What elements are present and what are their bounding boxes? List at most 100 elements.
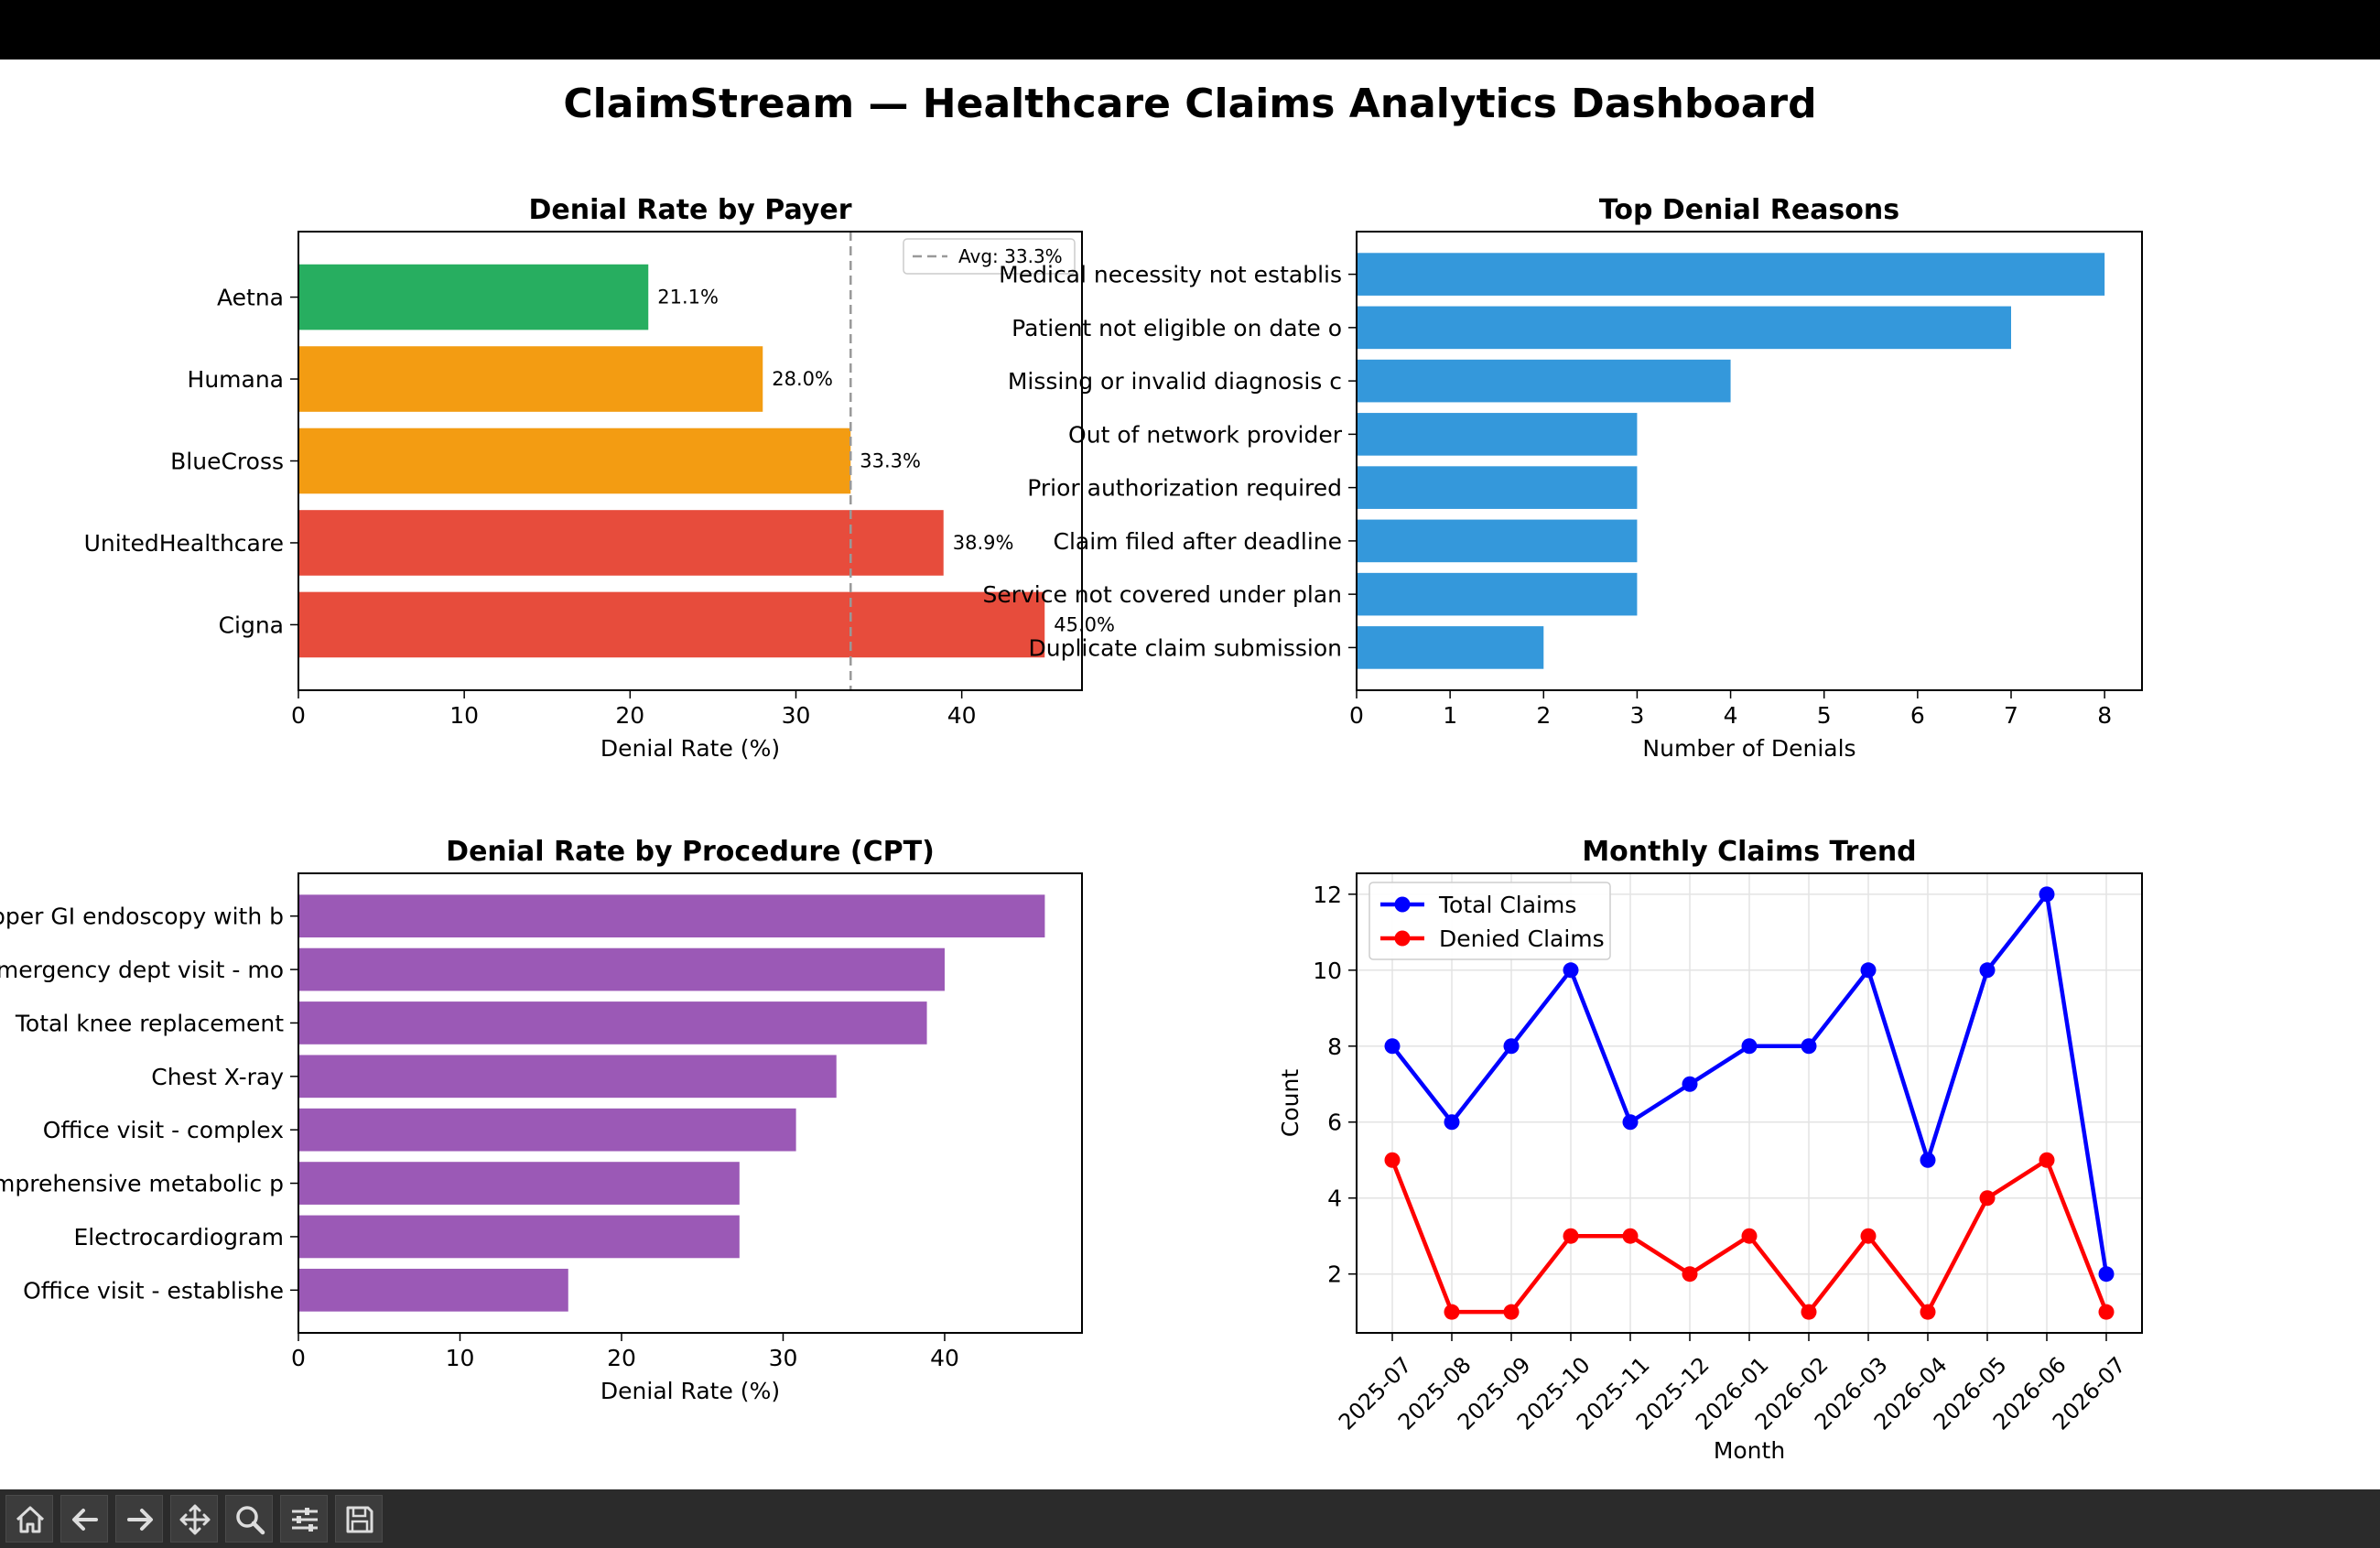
data-point	[1920, 1152, 1936, 1168]
data-point	[1384, 1152, 1401, 1168]
y-tick-label: Upper GI endoscopy with b	[0, 904, 284, 930]
bar	[298, 591, 1045, 658]
configure-subplots-button[interactable]	[280, 1495, 328, 1543]
data-point	[1801, 1038, 1817, 1055]
magnifier-icon	[236, 1506, 265, 1535]
y-tick-label: Chest X-ray	[151, 1064, 284, 1090]
x-tick-label: 4	[1724, 702, 1738, 729]
y-tick-label: Duplicate claim submission	[1029, 634, 1342, 661]
save-button[interactable]	[335, 1495, 383, 1543]
navigation-toolbar	[0, 1489, 2380, 1548]
y-tick-label: 10	[1313, 958, 1342, 984]
y-tick-label: 4	[1327, 1185, 1342, 1212]
data-point	[1444, 1114, 1460, 1131]
data-point	[1979, 962, 1996, 979]
legend-label: Denied Claims	[1439, 926, 1605, 952]
bar	[298, 1055, 837, 1099]
x-tick-label: 0	[291, 702, 306, 729]
x-tick-label: 30	[769, 1345, 798, 1371]
window-top-bar	[0, 0, 2380, 60]
bar	[1357, 572, 1638, 616]
y-tick-label: Office visit - establishe	[23, 1277, 284, 1304]
bar	[298, 1215, 740, 1259]
data-point	[1979, 1190, 1996, 1207]
chart-title: Denial Rate by Payer	[528, 194, 851, 226]
bar	[298, 1001, 927, 1045]
bar	[1357, 466, 1638, 509]
x-axis-label: Month	[1714, 1437, 1785, 1464]
data-point	[1563, 1228, 1579, 1244]
data-label: 45.0%	[1054, 613, 1115, 635]
data-point	[1444, 1304, 1460, 1320]
y-tick-label: Electrocardiogram	[73, 1224, 284, 1250]
x-tick-label: 7	[2004, 702, 2018, 729]
bar	[298, 1268, 568, 1312]
pan-button[interactable]	[170, 1495, 218, 1543]
data-label: 21.1%	[657, 287, 719, 309]
plot-frame	[1356, 231, 2143, 691]
data-label: 33.3%	[860, 450, 921, 472]
y-tick-label: Humana	[188, 366, 284, 393]
x-tick-label: 0	[291, 1345, 306, 1371]
bar	[298, 1162, 740, 1205]
x-tick-label: 5	[1817, 702, 1832, 729]
y-axis-label: Count	[1277, 1069, 1304, 1137]
legend	[903, 238, 1076, 275]
chart-title: Denial Rate by Procedure (CPT)	[446, 836, 935, 868]
x-tick-label: 40	[930, 1345, 959, 1371]
legend	[1368, 882, 1611, 960]
x-axis-label: Denial Rate (%)	[600, 1378, 780, 1404]
bar	[298, 346, 763, 412]
arrow-right-icon	[127, 1509, 153, 1531]
legend-label: Avg: 33.3%	[958, 245, 1063, 267]
x-tick-label: 1	[1443, 702, 1457, 729]
legend-marker	[1394, 930, 1411, 947]
forward-button[interactable]	[115, 1495, 163, 1543]
bar	[1357, 359, 1731, 403]
y-tick-label: Patient not eligible on date o	[1012, 315, 1342, 341]
data-point	[2098, 1304, 2115, 1320]
dashboard-title: ClaimStream — Healthcare Claims Analytic…	[563, 81, 1816, 127]
bar	[298, 428, 851, 494]
data-point	[1860, 962, 1877, 979]
data-label: 28.0%	[772, 368, 833, 390]
data-point	[1563, 962, 1579, 979]
save-icon	[346, 1506, 373, 1533]
x-tick-label: 8	[2097, 702, 2112, 729]
x-tick-label: 6	[1910, 702, 1925, 729]
x-tick-label: 40	[947, 702, 977, 729]
chart-title: Top Denial Reasons	[1599, 194, 1899, 226]
plot-frame	[298, 231, 1083, 691]
y-tick-label: UnitedHealthcare	[84, 530, 284, 557]
y-tick-label: Service not covered under plan	[982, 581, 1342, 608]
plot-frame	[298, 872, 1083, 1334]
data-point	[1503, 1038, 1520, 1055]
bar	[298, 894, 1045, 938]
y-tick-label: 2	[1327, 1261, 1342, 1288]
x-tick-label: 3	[1629, 702, 1644, 729]
zoom-button[interactable]	[225, 1495, 273, 1543]
data-point	[1384, 1038, 1401, 1055]
arrow-left-icon	[72, 1509, 98, 1531]
move-icon	[179, 1504, 211, 1535]
y-tick-label: Emergency dept visit - mo	[0, 957, 284, 983]
data-point	[1801, 1304, 1817, 1320]
data-point	[1622, 1228, 1639, 1244]
y-tick-label: Cigna	[219, 612, 284, 638]
bar	[1357, 306, 2011, 350]
y-tick-label: 8	[1327, 1034, 1342, 1060]
home-icon	[16, 1506, 45, 1533]
x-tick-label: 20	[615, 702, 644, 729]
data-point	[1741, 1228, 1758, 1244]
data-point	[1503, 1304, 1520, 1320]
bar	[1357, 413, 1638, 456]
home-button[interactable]	[5, 1495, 53, 1543]
back-button[interactable]	[60, 1495, 108, 1543]
bar	[298, 947, 945, 991]
legend-label: Total Claims	[1438, 892, 1576, 918]
x-tick-label: 20	[607, 1345, 636, 1371]
x-tick-label: 2	[1536, 702, 1551, 729]
y-tick-label: Comprehensive metabolic p	[0, 1171, 284, 1197]
y-tick-label: Total knee replacement	[15, 1010, 284, 1036]
y-tick-label: Medical necessity not establis	[999, 262, 1342, 288]
